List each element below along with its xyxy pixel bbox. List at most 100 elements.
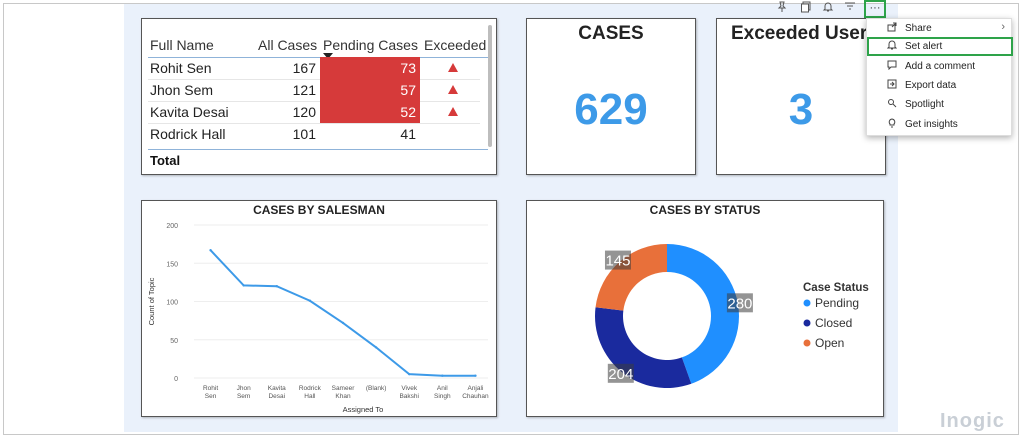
kpi-title: CASES bbox=[578, 23, 644, 44]
kpi-card-exceeded-users[interactable]: Exceeded Users 3 bbox=[716, 18, 886, 175]
x-tick-label: Kavita Desai bbox=[268, 385, 286, 400]
data-point bbox=[242, 284, 245, 287]
menu-label: Spotlight bbox=[905, 99, 944, 110]
table-scrollbar[interactable] bbox=[488, 25, 492, 147]
menu-item-set-alert[interactable]: Set alert bbox=[867, 37, 1013, 56]
y-tick-label: 100 bbox=[166, 300, 178, 307]
cell-all-cases: 121 bbox=[292, 82, 316, 98]
legend-item: Pending bbox=[815, 296, 859, 310]
x-tick-label: Rodrick Hall bbox=[299, 385, 322, 400]
bell-icon bbox=[886, 40, 898, 50]
pin-icon[interactable] bbox=[774, 1, 790, 17]
comment-icon bbox=[887, 60, 897, 71]
header-pending-cases[interactable]: Pending Cases bbox=[323, 37, 418, 53]
row-divider bbox=[148, 101, 480, 102]
legend-item: Open bbox=[815, 336, 844, 350]
table-row[interactable]: Jhon Sem 121 57 bbox=[142, 79, 486, 101]
table-row[interactable]: Kavita Desai 120 52 bbox=[142, 101, 486, 123]
data-point bbox=[441, 374, 444, 377]
data-label-bg bbox=[607, 363, 634, 383]
copy-icon[interactable] bbox=[798, 1, 814, 17]
x-axis-label: Assigned To bbox=[343, 405, 384, 414]
y-tick-label: 200 bbox=[166, 223, 178, 230]
kpi-title: Exceeded Users bbox=[731, 23, 878, 44]
y-tick-label: 50 bbox=[170, 338, 178, 345]
cell-all-cases: 167 bbox=[292, 60, 316, 76]
cell-pending-cases: 52 bbox=[320, 101, 420, 123]
cell-pending-cases: 41 bbox=[400, 126, 416, 142]
donut-chart-svg: 280 204 145 Case Status Pending Closed Open bbox=[595, 244, 869, 388]
menu-item-spotlight[interactable]: Spotlight bbox=[867, 95, 1013, 114]
data-point bbox=[275, 285, 278, 288]
data-label: 204 bbox=[608, 366, 633, 383]
y-tick-label: 0 bbox=[174, 376, 178, 383]
legend-marker bbox=[803, 299, 811, 307]
spotlight-icon bbox=[887, 98, 897, 108]
data-label: 145 bbox=[605, 253, 630, 270]
chevron-right-icon: › bbox=[1001, 21, 1005, 33]
cell-name: Kavita Desai bbox=[150, 104, 229, 120]
filter-icon[interactable] bbox=[842, 1, 858, 17]
chart-title: CASES BY SALESMAN bbox=[253, 203, 385, 217]
cell-name: Jhon Sem bbox=[150, 82, 214, 98]
data-label-bg bbox=[604, 250, 631, 270]
legend-marker bbox=[803, 339, 811, 347]
menu-item-share[interactable]: Share › bbox=[867, 19, 1013, 38]
row-divider bbox=[148, 123, 480, 124]
data-label: 280 bbox=[727, 295, 752, 312]
row-divider bbox=[148, 79, 480, 80]
x-tick-label: Anil Singh bbox=[434, 385, 451, 400]
cases-by-status-chart[interactable]: CASES BY STATUS 280 204 145 Case Status Pend… bbox=[526, 200, 884, 417]
cell-name: Rohit Sen bbox=[150, 60, 212, 76]
series-line bbox=[209, 249, 476, 377]
cell-all-cases: 101 bbox=[292, 126, 316, 142]
menu-item-get-insights[interactable]: Get insights bbox=[867, 115, 1013, 134]
bell-icon[interactable] bbox=[820, 1, 836, 17]
menu-label: Set alert bbox=[905, 41, 943, 52]
menu-item-export-data[interactable]: Export data bbox=[867, 76, 1013, 95]
cases-by-salesman-chart[interactable]: CASES BY SALESMAN 0 50 100 150 200 Rohit Sen Jh… bbox=[141, 200, 497, 417]
menu-label: Share bbox=[905, 23, 932, 34]
total-label: Total bbox=[150, 153, 181, 168]
data-label-bg bbox=[726, 293, 753, 313]
cases-table: Full Name All Cases Pending Cases Exceed… bbox=[141, 18, 497, 175]
exceeded-triangle-icon bbox=[448, 63, 458, 72]
x-tick-label: Jhon Sem bbox=[237, 385, 251, 400]
data-point bbox=[209, 249, 212, 252]
data-point bbox=[474, 374, 477, 377]
brand-watermark: Inogic bbox=[940, 410, 1005, 432]
kpi-card-cases[interactable]: CASES 629 bbox=[526, 18, 696, 175]
cell-all-cases: 120 bbox=[292, 104, 316, 120]
header-all-cases[interactable]: All Cases bbox=[258, 37, 318, 53]
legend-marker bbox=[803, 319, 811, 327]
exceeded-triangle-icon bbox=[448, 107, 458, 116]
total-divider bbox=[148, 149, 488, 150]
more-options-menu: Share › Set alert Add a comment Export d… bbox=[866, 18, 1013, 136]
menu-label: Get insights bbox=[905, 119, 958, 130]
menu-label: Add a comment bbox=[905, 61, 976, 72]
export-icon bbox=[887, 79, 897, 89]
data-point bbox=[341, 321, 345, 325]
header-divider bbox=[148, 57, 488, 58]
kpi-value: 3 bbox=[788, 85, 814, 134]
header-full-name[interactable]: Full Name bbox=[150, 37, 214, 53]
x-tick-label: Rohit Sen bbox=[203, 385, 218, 400]
exceeded-triangle-icon bbox=[448, 85, 458, 94]
line-chart-svg: 0 50 100 150 200 Rohit Sen Jhon Sem Kavita Desai Ro… bbox=[147, 223, 489, 414]
kpi-value: 629 bbox=[574, 85, 648, 134]
share-icon bbox=[887, 22, 897, 32]
chart-title: CASES BY STATUS bbox=[649, 203, 761, 217]
x-tick-label: Anjali Chauhan bbox=[462, 385, 489, 400]
menu-item-add-comment[interactable]: Add a comment bbox=[867, 57, 1013, 76]
x-tick-label: Sameer Khan bbox=[332, 385, 356, 400]
more-options-button[interactable]: ··· bbox=[864, 0, 886, 18]
donut-slice bbox=[667, 244, 739, 384]
donut-slice bbox=[595, 244, 667, 311]
cell-pending-cases: 73 bbox=[320, 57, 420, 79]
menu-label: Export data bbox=[905, 80, 957, 91]
header-exceeded[interactable]: Exceeded bbox=[424, 37, 487, 53]
data-point bbox=[308, 299, 312, 302]
table-row[interactable]: Rodrick Hall 101 41 bbox=[142, 123, 486, 145]
lightbulb-icon bbox=[887, 118, 897, 128]
table-row[interactable]: Rohit Sen 167 73 bbox=[142, 57, 486, 79]
